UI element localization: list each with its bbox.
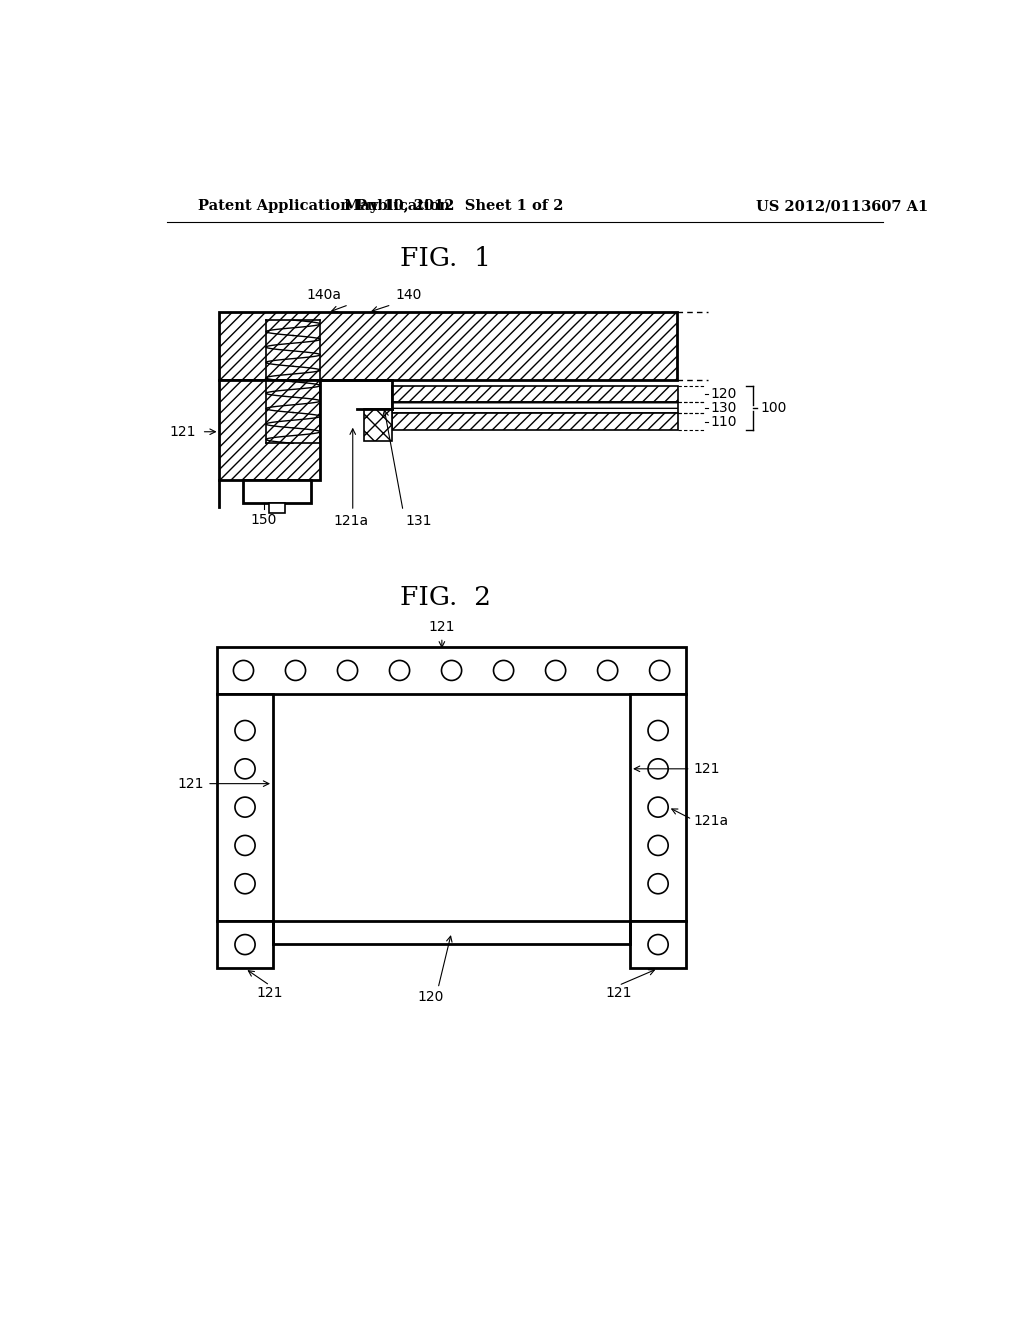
Circle shape [546,660,565,681]
Circle shape [233,660,254,681]
Circle shape [234,721,255,741]
Text: 120: 120 [417,990,443,1005]
Text: 130: 130 [710,401,736,414]
Text: FIG.  1: FIG. 1 [400,246,492,271]
Text: May 10, 2012  Sheet 1 of 2: May 10, 2012 Sheet 1 of 2 [344,199,563,213]
Text: 110: 110 [710,414,736,429]
Bar [269,503,285,512]
Circle shape [598,660,617,681]
Bar [391,385,678,403]
Bar [243,480,311,503]
Text: 120: 120 [710,387,736,401]
Circle shape [338,660,357,681]
Bar [391,403,678,413]
Text: 121: 121 [257,986,283,1001]
Text: 131: 131 [406,515,432,528]
Circle shape [648,874,669,894]
Bar [219,313,677,380]
Circle shape [286,660,305,681]
Circle shape [441,660,462,681]
Text: 140a: 140a [306,288,342,302]
Text: 121: 121 [429,620,455,635]
Text: FIG.  2: FIG. 2 [400,585,492,610]
Circle shape [649,660,670,681]
Circle shape [648,797,669,817]
Bar [219,380,321,480]
Text: Patent Application Publication: Patent Application Publication [198,199,450,213]
Text: 121: 121 [177,776,204,791]
Text: US 2012/0113607 A1: US 2012/0113607 A1 [756,199,928,213]
Bar [365,409,391,441]
Text: 121a: 121a [334,515,369,528]
Circle shape [648,935,669,954]
Text: 121: 121 [170,425,197,438]
Circle shape [234,836,255,855]
Text: 121: 121 [693,762,720,776]
Circle shape [389,660,410,681]
Bar [630,693,686,921]
Text: 121a: 121a [693,814,729,828]
Circle shape [234,935,255,954]
Bar [391,413,678,430]
Circle shape [234,797,255,817]
Text: 100: 100 [761,401,786,414]
Circle shape [234,759,255,779]
Bar [630,921,686,969]
Text: 150: 150 [251,512,276,527]
Text: 121: 121 [605,986,632,1001]
Circle shape [234,874,255,894]
Circle shape [494,660,514,681]
Circle shape [648,836,669,855]
Circle shape [648,721,669,741]
Bar [217,921,273,969]
Bar [217,693,273,921]
Bar [217,647,686,693]
Text: 140: 140 [395,288,422,302]
Circle shape [648,759,669,779]
